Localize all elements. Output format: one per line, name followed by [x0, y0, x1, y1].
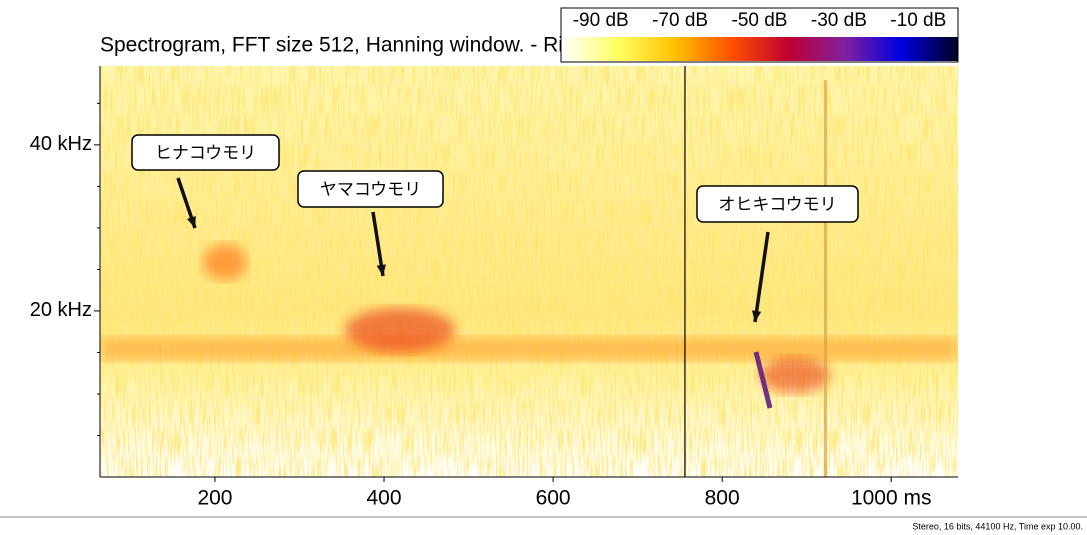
colorbar-label: -30 dB: [811, 10, 867, 31]
colorbar-label: -10 dB: [890, 10, 946, 31]
x-tick-label: 200: [197, 487, 232, 510]
annotation-box: [696, 185, 859, 223]
annotation-text: ヒナコウモリ: [155, 144, 256, 164]
annotation-arrow: [753, 231, 770, 323]
annotation-box: [297, 170, 444, 208]
colorbar-label: -90 dB: [573, 10, 629, 31]
x-tick-label: 400: [367, 487, 402, 510]
y-tick-label: 20 kHz: [30, 299, 92, 321]
y-tick-label: 40 kHz: [30, 133, 92, 155]
x-tick-label: 1000 ms: [851, 487, 932, 510]
annotation-box: [131, 134, 280, 171]
annotation-arrowhead: [751, 310, 762, 322]
colorbar: [562, 37, 958, 61]
annotation-arrowhead: [187, 216, 196, 228]
chart-title: Spectrogram, FFT size 512, Hanning windo…: [100, 34, 598, 57]
annotation-text: ヤマコウモリ: [320, 180, 421, 200]
x-tick-label: 800: [705, 487, 740, 510]
spectrogram-image: [100, 66, 958, 477]
colorbar-label: -70 dB: [652, 10, 708, 31]
annotation-text: オヒキコウモリ: [718, 195, 836, 215]
annotation-arrowhead: [376, 264, 386, 276]
colorbar-label: -50 dB: [732, 10, 788, 31]
status-text: Stereo, 16 bits, 44100 Hz, Time exp 10.0…: [912, 521, 1083, 531]
x-tick-label: 600: [536, 487, 571, 510]
